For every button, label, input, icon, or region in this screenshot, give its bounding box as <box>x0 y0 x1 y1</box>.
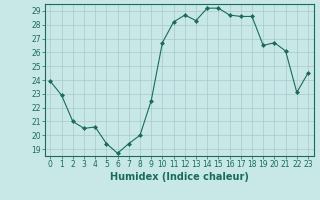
X-axis label: Humidex (Indice chaleur): Humidex (Indice chaleur) <box>110 172 249 182</box>
